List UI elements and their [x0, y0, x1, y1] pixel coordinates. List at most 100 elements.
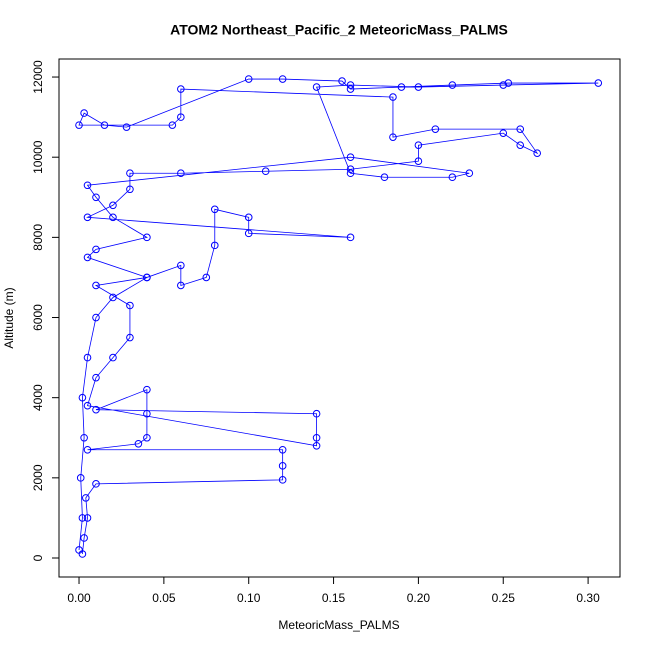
data-point — [261, 167, 270, 176]
data-point — [414, 83, 423, 91]
data-point — [82, 494, 90, 502]
data-point — [244, 213, 253, 222]
y-tick-label: 8000 — [31, 224, 45, 251]
data-point — [78, 393, 87, 402]
data-point — [109, 353, 117, 362]
x-tick-label: 0.00 — [67, 591, 91, 605]
data-point — [177, 169, 185, 178]
data-point — [278, 75, 287, 83]
y-tick-label: 10000 — [31, 140, 45, 174]
data-point — [83, 401, 92, 410]
x-tick-label: 0.05 — [152, 591, 176, 605]
data-point — [414, 141, 423, 149]
data-point — [92, 480, 100, 488]
data-point — [143, 433, 151, 442]
y-tick-label: 2000 — [31, 464, 45, 491]
data-point — [177, 113, 185, 121]
data-point — [414, 157, 423, 166]
data-point — [389, 133, 397, 141]
data-point — [80, 109, 88, 117]
data-point — [126, 185, 134, 194]
x-tick-label: 0.25 — [492, 591, 516, 605]
data-point — [346, 169, 355, 178]
data-point — [83, 213, 92, 222]
data-point — [516, 125, 525, 133]
data-point — [346, 233, 355, 242]
data-point — [83, 514, 92, 522]
data-point — [389, 93, 397, 101]
data-point — [122, 123, 131, 131]
data-point — [244, 75, 253, 83]
data-point — [312, 433, 321, 442]
y-tick-label: 6000 — [31, 304, 45, 331]
data-point — [134, 439, 143, 448]
data-point — [143, 409, 151, 418]
data-point — [533, 149, 541, 157]
data-point — [448, 81, 457, 89]
data-point — [499, 81, 508, 89]
data-point — [177, 85, 185, 93]
data-point — [210, 205, 219, 214]
series-line — [78, 78, 599, 555]
data-point — [312, 441, 321, 450]
x-axis-label: MeteoricMass_PALMS — [278, 618, 399, 632]
data-point — [92, 373, 100, 382]
data-point — [312, 409, 321, 418]
data-point — [346, 85, 355, 93]
data-point — [499, 129, 508, 137]
data-point — [338, 77, 346, 85]
data-point — [92, 313, 100, 322]
data-point — [143, 233, 151, 242]
data-point — [80, 433, 88, 442]
data-point — [92, 281, 100, 290]
data-point — [278, 476, 287, 484]
data-point — [126, 301, 134, 310]
data-point — [516, 141, 525, 149]
y-tick-label: 12000 — [31, 60, 45, 94]
data-point — [143, 385, 151, 394]
data-point — [80, 534, 88, 542]
data-point — [109, 201, 117, 210]
x-tick-label: 0.20 — [407, 591, 431, 605]
data-point — [244, 229, 253, 238]
data-point — [92, 405, 100, 414]
data-point — [109, 213, 117, 222]
data-point — [76, 474, 85, 482]
data-point — [83, 353, 92, 362]
data-point — [126, 169, 134, 178]
data-point — [346, 165, 355, 174]
data-point — [78, 514, 87, 522]
data-point — [92, 245, 100, 254]
data-point — [83, 181, 92, 190]
data-point — [380, 173, 389, 182]
data-point — [504, 79, 513, 87]
y-tick-label: 0 — [31, 554, 45, 561]
data-point — [83, 445, 92, 454]
x-tick-label: 0.10 — [237, 591, 261, 605]
data-point — [346, 81, 355, 89]
data-point — [100, 121, 109, 129]
data-point — [75, 121, 83, 129]
data-point — [594, 79, 603, 87]
data-point — [92, 193, 100, 202]
data-point — [431, 125, 440, 133]
chart-title: ATOM2 Northeast_Pacific_2 MeteoricMass_P… — [170, 22, 508, 38]
data-point — [312, 83, 321, 91]
data-point — [202, 273, 211, 282]
data-point — [177, 261, 185, 270]
data-point — [278, 445, 287, 454]
x-tick-label: 0.30 — [576, 591, 600, 605]
data-point — [83, 253, 92, 262]
data-point — [75, 546, 83, 554]
y-tick-label: 4000 — [31, 384, 45, 411]
y-axis-label: Altitude (m) — [2, 287, 16, 348]
data-point — [465, 169, 474, 178]
data-point — [210, 241, 219, 250]
data-point — [397, 83, 406, 91]
data-point — [126, 333, 134, 342]
data-point — [278, 462, 287, 470]
data-point — [168, 121, 177, 129]
data-point — [346, 153, 355, 161]
